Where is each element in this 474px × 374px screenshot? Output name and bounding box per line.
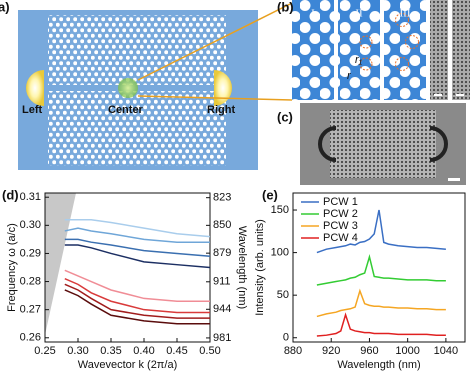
grating [429, 126, 448, 162]
panel-c: (c) [277, 103, 466, 185]
legend-label: PCW 4 [323, 232, 358, 244]
strip-label: I [311, 8, 315, 20]
symbol: r₁ [355, 54, 363, 66]
plot-frame [292, 192, 466, 343]
data-line [64, 283, 210, 319]
glow-right [214, 70, 232, 106]
site-label: Left [22, 104, 43, 116]
x-tick-label: 0.35 [100, 345, 121, 357]
y-tick-label: 0.29 [20, 247, 41, 259]
scale-bar [456, 94, 464, 96]
strip-label: III [400, 8, 411, 20]
y-tick-label: 150 [271, 204, 289, 216]
zoom-line [137, 2, 293, 81]
strip-holes [292, 0, 334, 100]
site-label: Right [207, 104, 235, 116]
scale-bar [448, 178, 460, 181]
zoom-line [137, 95, 293, 101]
data-line [64, 218, 211, 238]
data-line [64, 289, 210, 325]
x-tick-label: 1040 [434, 345, 458, 357]
y-tick-label: 100 [271, 247, 289, 259]
data-line [64, 244, 211, 269]
panel-label: a) [0, 0, 10, 14]
membrane-holes [330, 110, 436, 178]
data-line [64, 269, 210, 302]
x-axis-label: Wavelength (nm) [337, 359, 420, 371]
y2-axis-label: Wavelength (nm) [236, 226, 248, 309]
y-tick-label: 50 [277, 289, 289, 301]
y-tick-label: 0.31 [20, 191, 41, 203]
panel-label: (d) [2, 187, 19, 202]
data-line [64, 238, 211, 258]
y-tick-label: 0.28 [20, 275, 41, 287]
y-tick-label: 0.30 [20, 219, 41, 231]
strip-holes [338, 0, 380, 100]
data-line [316, 312, 446, 337]
mod-hole [359, 35, 373, 49]
glow-center [118, 78, 138, 98]
sem-holes [452, 0, 470, 100]
light-cone [45, 193, 76, 335]
x-tick-label: 1000 [395, 345, 419, 357]
panel-a: a) Left Center Right [0, 0, 293, 170]
x-tick-label: 0.45 [166, 345, 187, 357]
x-tick-label: 960 [360, 345, 378, 357]
legend-label: PCW 2 [323, 208, 358, 220]
panel-label: (b) [277, 0, 294, 14]
mod-hole [405, 35, 419, 49]
data-line [316, 253, 446, 286]
panel-label: (e) [262, 187, 278, 202]
x-tick-label: 880 [284, 345, 302, 357]
glow-left [26, 70, 44, 106]
x-tick-label: 0.40 [133, 345, 154, 357]
legend-label: PCW 3 [323, 220, 358, 232]
y2-tick-label: 879 [213, 247, 231, 259]
y-tick-label: 0.27 [20, 304, 41, 316]
x-axis-label: Wavevector k (2π/a) [78, 359, 177, 371]
strip-holes [384, 0, 426, 100]
y-tick-label: 0.26 [20, 332, 41, 344]
data-line [64, 227, 210, 243]
y2-tick-label: 981 [213, 332, 231, 344]
mod-hole [359, 57, 373, 71]
legend-label: PCW 1 [323, 196, 358, 208]
site-label: Center [108, 104, 144, 116]
x-tick-label: 0.50 [199, 345, 220, 357]
y2-tick-label: 911 [213, 276, 231, 288]
y2-tick-label: 823 [213, 192, 231, 204]
grating [318, 126, 337, 162]
symbol: r [347, 70, 352, 82]
mod-hole [395, 13, 409, 27]
panel-label: (c) [277, 109, 293, 124]
y-axis-label: Intensity (arb. units) [254, 219, 266, 316]
y2-tick-label: 944 [213, 303, 231, 315]
x-tick-label: 0.30 [67, 345, 88, 357]
panel-b: (b) I II III r₁ r [277, 0, 470, 100]
data-line [64, 278, 210, 314]
y-axis-label: Frequency ω (a/c) [6, 223, 18, 312]
y-tick-label: 0 [283, 332, 289, 344]
x-tick-label: 0.25 [34, 345, 55, 357]
data-line [316, 288, 446, 318]
y2-tick-label: 850 [213, 219, 231, 231]
mod-hole [395, 57, 409, 71]
scale-bar [434, 94, 442, 96]
sem-holes [430, 0, 448, 100]
x-tick-label: 920 [322, 345, 340, 357]
strip-label: II [355, 8, 363, 20]
data-line [316, 209, 446, 254]
